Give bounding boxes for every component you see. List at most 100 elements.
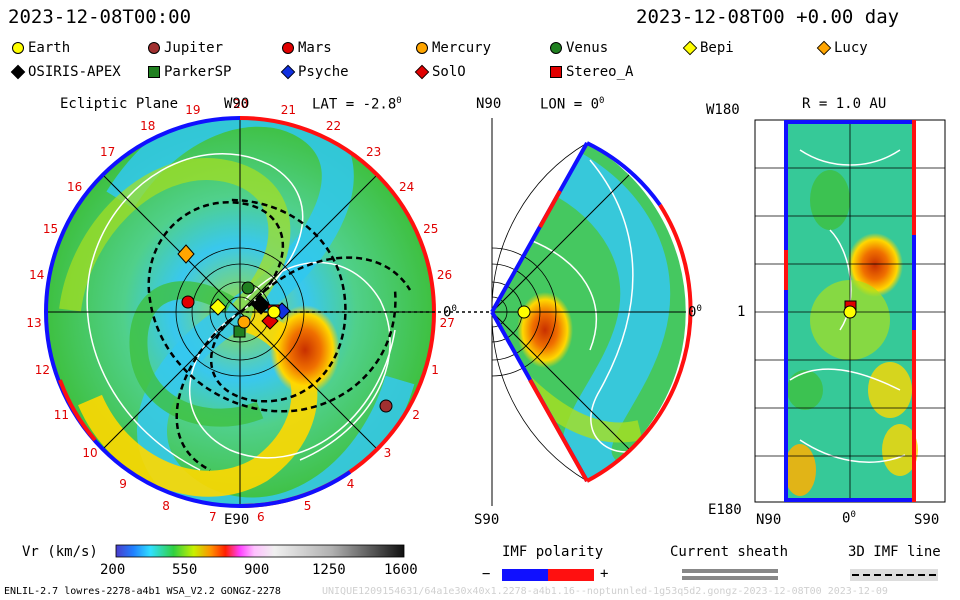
imf-polarity-minus: − <box>482 566 491 582</box>
map-center-left-label: 1 <box>737 304 746 320</box>
timestamp-left: 2023-12-08T00:00 <box>8 6 192 28</box>
rim-number: 6 <box>257 509 265 524</box>
earth-marker <box>267 305 281 319</box>
legend-item-parkersp: ParkerSP <box>148 64 231 80</box>
lucy-marker <box>177 244 195 264</box>
legend-item-psyche: Psyche <box>280 64 349 80</box>
meridional-earth-marker <box>517 305 531 319</box>
legend-item-label: Mercury <box>432 40 492 56</box>
current-sheath-line-1 <box>682 569 778 573</box>
ecliptic-zero-label: 00 <box>443 304 457 321</box>
legend-item-bepi: Bepi <box>682 40 734 56</box>
legend-item-mars: Mars <box>282 40 332 56</box>
colorbar-tick-200: 200 <box>100 562 126 578</box>
map-axis-s90: S90 <box>914 512 940 528</box>
rim-number: 11 <box>53 407 69 422</box>
rim-number: 4 <box>346 476 355 491</box>
ecliptic-title: Ecliptic Plane <box>60 96 179 112</box>
square-marker-icon <box>550 66 562 78</box>
map-r-label: R = 1.0 AU <box>802 96 887 112</box>
square-marker-icon <box>148 66 160 78</box>
circle-marker-icon <box>550 42 562 54</box>
rim-number: 7 <box>208 509 217 524</box>
legend-item-earth: Earth <box>12 40 70 56</box>
legend-item-label: OSIRIS-APEX <box>28 64 121 80</box>
legend-item-label: Earth <box>28 40 71 56</box>
ecliptic-lat-label: LAT = -2.80 <box>312 96 402 113</box>
colorbar-tick-550: 550 <box>172 562 198 578</box>
rim-number: 27 <box>439 316 455 331</box>
circle-marker-icon <box>12 42 24 54</box>
legend-item-jupiter: Jupiter <box>148 40 223 56</box>
imf-polarity-positive <box>548 569 594 581</box>
legend-item-label: Bepi <box>700 40 734 56</box>
colorbar-tick-1600: 1600 <box>384 562 418 578</box>
map-bottom-left-label: E180 <box>708 502 742 518</box>
rim-number: 15 <box>42 222 59 236</box>
rim-number: 5 <box>303 498 312 513</box>
rim-number: 22 <box>325 119 342 134</box>
meridional-top-label: N90 <box>476 96 502 112</box>
rim-number: 26 <box>436 268 453 283</box>
legend-item-solo: SolO <box>414 64 466 80</box>
legend-item-label: Jupiter <box>164 40 224 56</box>
legend-item-label: Lucy <box>834 40 868 56</box>
legend-item-label: Psyche <box>298 64 349 80</box>
circle-marker-icon <box>148 42 160 54</box>
imf-polarity-plus: + <box>600 566 609 582</box>
rim-number: 18 <box>140 119 156 134</box>
jupiter-marker <box>379 399 393 413</box>
legend-item-mercury: Mercury <box>416 40 491 56</box>
meridional-plane <box>490 118 693 506</box>
rim-number: 2 <box>412 407 420 422</box>
meridional-bottom-label: S90 <box>474 512 500 528</box>
rim-number: 25 <box>423 222 439 236</box>
meridional-lon-label: LON = 00 <box>540 96 605 113</box>
timestamp-right: 2023-12-08T00 +0.00 day <box>636 6 900 28</box>
venus-marker <box>241 281 255 295</box>
rim-number: 21 <box>280 102 297 117</box>
imf-line-label: 3D IMF line <box>848 544 941 560</box>
osiris-apex-marker <box>251 295 271 315</box>
legend-item-label: Mars <box>298 40 332 56</box>
ecliptic-bottom-label: E90 <box>224 512 250 528</box>
imf-line-swatch <box>850 569 938 581</box>
legend-item-label: ParkerSP <box>164 64 232 80</box>
imf-polarity-label: IMF polarity <box>502 544 604 560</box>
rim-number: 23 <box>366 145 382 160</box>
rim-number: 14 <box>29 268 45 283</box>
colorbar-tick-1250: 1250 <box>312 562 346 578</box>
current-sheath-label: Current sheath <box>670 544 789 560</box>
bepi-marker <box>209 298 227 316</box>
rim-number: 19 <box>185 102 201 117</box>
legend-item-lucy: Lucy <box>816 40 868 56</box>
imf-polarity-negative <box>502 569 548 581</box>
mars-marker <box>181 295 195 309</box>
current-sheath-line-2 <box>682 576 778 580</box>
circle-marker-icon <box>282 42 294 54</box>
rim-number: 17 <box>99 145 116 160</box>
legend-item-venus: Venus <box>550 40 608 56</box>
legend-item-label: Venus <box>566 40 609 56</box>
rim-number: 9 <box>119 476 127 491</box>
ecliptic-top-label: W90 <box>224 96 250 112</box>
synoptic-map <box>754 119 946 503</box>
rim-number: 3 <box>383 446 392 461</box>
rim-number: 20 <box>233 97 249 111</box>
velocity-colorbar <box>115 544 405 558</box>
map-axis-0: 00 <box>842 510 856 527</box>
legend-item-label: Stereo_A <box>566 64 634 80</box>
rim-number: 16 <box>66 180 83 195</box>
rim-number: 8 <box>162 498 170 513</box>
colorbar-label: Vr (km/s) <box>22 544 98 560</box>
legend-item-stereo-a: Stereo_A <box>550 64 633 80</box>
footer-left: ENLIL-2.7 lowres-2278-a4b1 WSA_V2.2 GONG… <box>4 586 281 597</box>
meridional-zero-label: 00 <box>688 304 702 321</box>
footer-right: UNIQUE1209154631/64a1e30x40x1.2278-a4b1.… <box>322 586 888 597</box>
circle-marker-icon <box>416 42 428 54</box>
colorbar-tick-900: 900 <box>244 562 270 578</box>
ecliptic-plane-disk <box>44 116 492 509</box>
map-earth-marker <box>843 305 857 319</box>
legend-item-label: SolO <box>432 64 466 80</box>
